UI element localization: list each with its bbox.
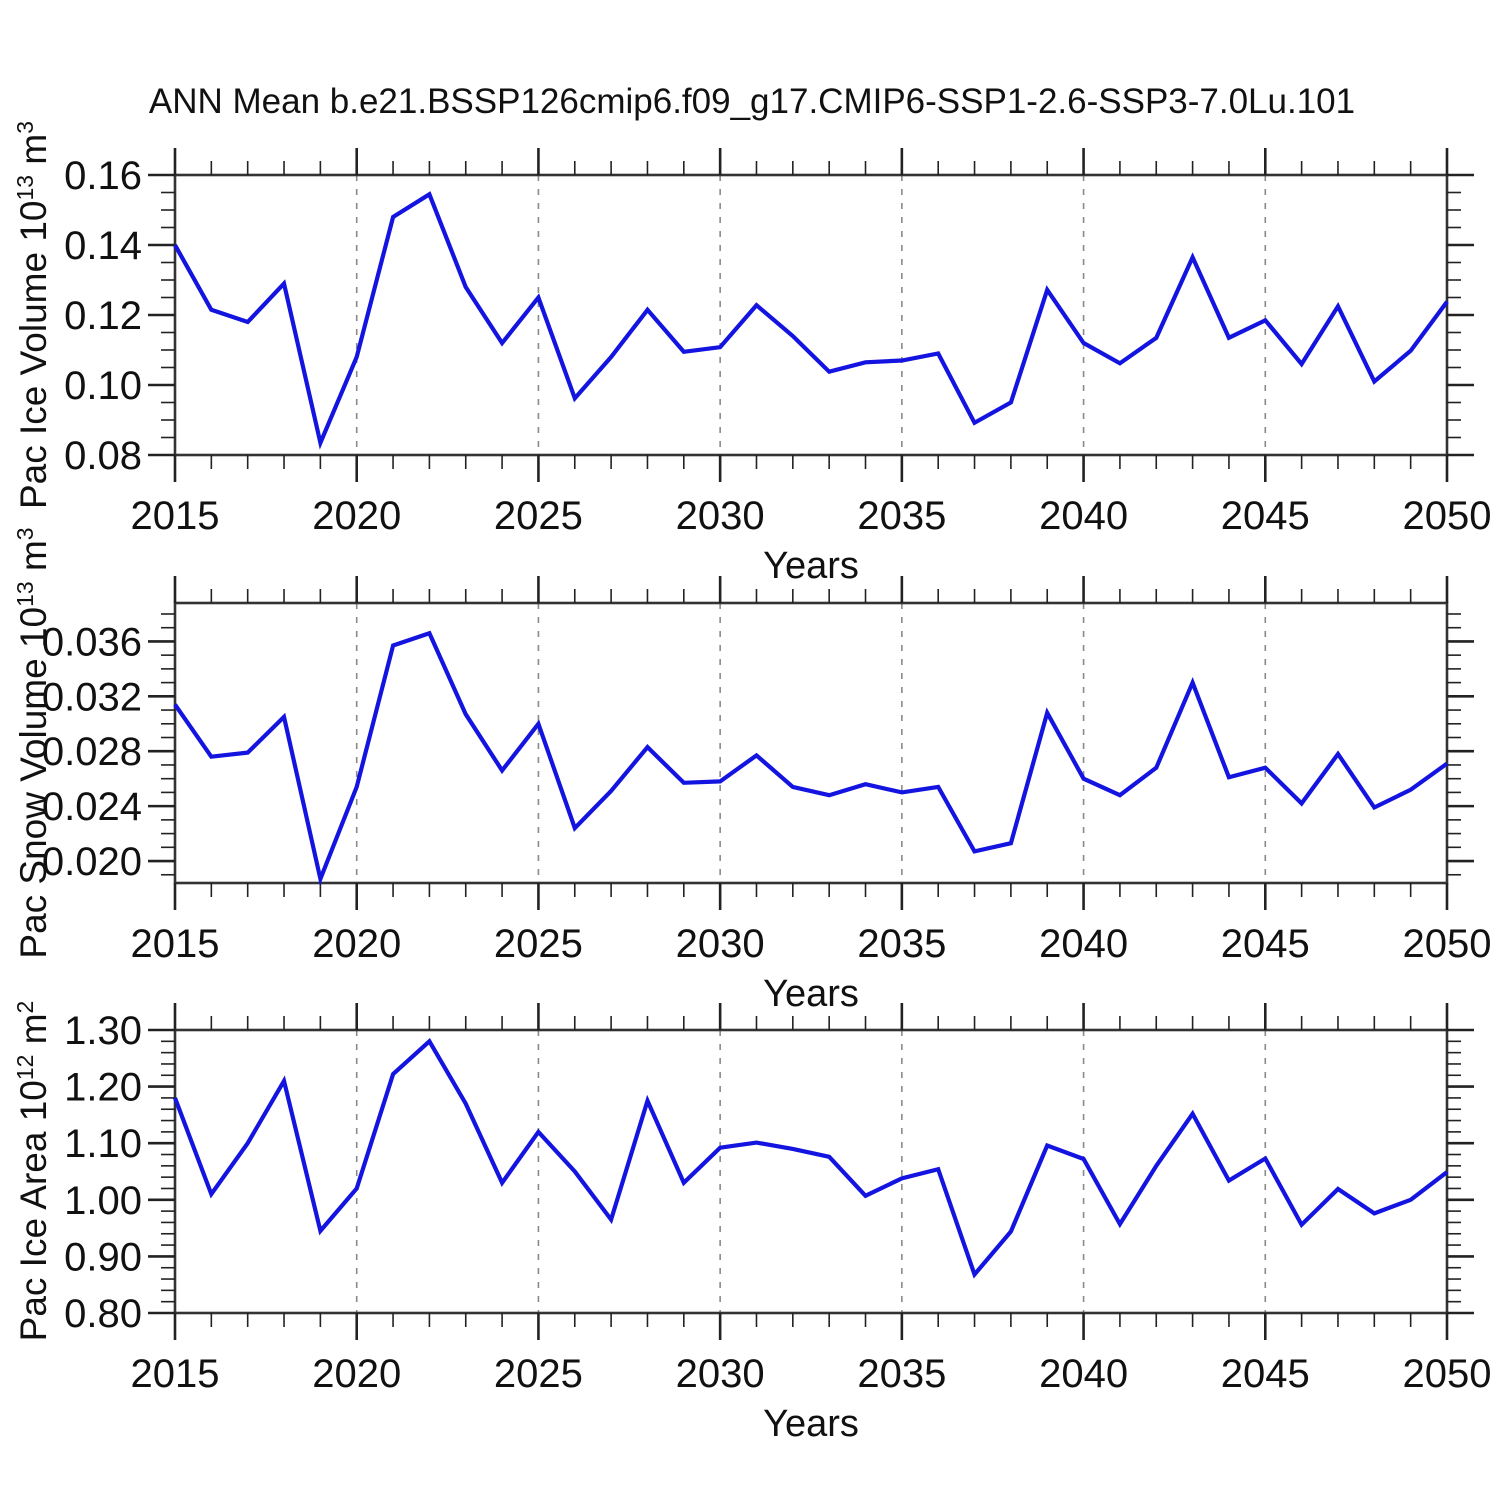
x-tick-label: 2020 [312,1352,401,1396]
x-tick-label: 2045 [1221,922,1310,966]
y-tick-label: 0.10 [64,364,142,408]
series-line-pac-snow-volume [173,630,1449,887]
y-tick-label: 0.16 [64,154,142,198]
panel-pac-ice-area: 2015 2020 2025 2030 2035 2040 2045 2050 1.30 1.20… [12,1001,1491,1445]
series-line-pac-ice-volume [173,191,1449,450]
y-axis-title-exponent: 13 [12,581,38,607]
y-axis-title: Pac Ice Volume 1013 m3 [12,121,54,509]
panel-frame [173,601,1449,885]
x-tick-label: 2045 [1221,494,1310,538]
y-axis-title-text: Pac Snow Volume 10 [13,607,54,959]
x-tick-label: 2050 [1403,922,1492,966]
x-tick-label: 2040 [1039,922,1128,966]
y-axis-title-unit-exponent: 2 [12,1001,38,1014]
x-tick-label: 2035 [857,922,946,966]
y-axis-title-text: Pac Ice Area 10 [13,1080,54,1341]
x-axis-title: Years [763,973,859,1015]
y-tick-label: 1.10 [64,1122,142,1166]
y-tick-label: 0.14 [64,224,142,268]
panel-frame [173,1028,1449,1315]
x-tick-label: 2040 [1039,494,1128,538]
x-tick-label: 2045 [1221,1352,1310,1396]
y-tick-label: 0.08 [64,434,142,478]
y-axis-title-exponent: 12 [12,1055,38,1081]
x-tick-label: 2050 [1403,494,1492,538]
x-tick-label: 2040 [1039,1352,1128,1396]
x-tick-label: 2025 [494,1352,583,1396]
y-tick-label: 0.90 [64,1235,142,1279]
x-tick-label: 2020 [312,494,401,538]
y-tick-label: 0.12 [64,294,142,338]
y-tick-label: 0.024 [42,785,142,829]
y-axis-title-exponent: 13 [12,175,38,201]
y-axis-title: Pac Ice Area 1012 m2 [12,1001,54,1342]
x-tick-label: 2030 [676,494,765,538]
x-tick-label: 2050 [1403,1352,1492,1396]
x-tick-label: 2015 [131,1352,220,1396]
y-axis-title-unit: m [13,540,54,581]
y-axis-title: Pac Snow Volume 1013 m3 [12,527,54,958]
y-tick-label: 1.20 [64,1066,142,1110]
x-tick-label: 2025 [494,922,583,966]
x-tick-label: 2025 [494,494,583,538]
x-tick-label: 2030 [676,922,765,966]
y-tick-label: 0.028 [42,730,142,774]
x-axis-title: Years [763,1403,859,1445]
panel-pac-ice-volume: 2015 2020 2025 2030 2035 2040 2045 2050 0.16 0.14… [12,121,1491,587]
y-tick-label: 1.30 [64,1009,142,1053]
y-axis-title-unit: m [13,1013,54,1054]
y-axis-title-unit-exponent: 3 [12,527,38,540]
y-tick-label: 0.032 [42,675,142,719]
y-tick-label: 0.036 [42,620,142,664]
y-tick-label: 1.00 [64,1179,142,1223]
chart-title: ANN Mean b.e21.BSSP126cmip6.f09_g17.CMIP… [149,82,1355,121]
x-tick-label: 2035 [857,1352,946,1396]
x-tick-label: 2015 [131,494,220,538]
y-tick-label: 0.80 [64,1292,142,1336]
y-axis-title-text: Pac Ice Volume 10 [13,200,54,509]
panel-pac-snow-volume: 2015 2020 2025 2030 2035 2040 2045 2050 0.036 0.0… [12,527,1491,1015]
x-tick-label: 2015 [131,922,220,966]
x-tick-label: 2030 [676,1352,765,1396]
x-tick-label: 2020 [312,922,401,966]
y-axis-title-unit-exponent: 3 [12,121,38,134]
y-axis-title-unit: m [13,134,54,175]
x-axis-title: Years [763,545,859,587]
y-tick-label: 0.020 [42,840,142,884]
series-line-pac-ice-area [173,1038,1449,1279]
x-tick-label: 2035 [857,494,946,538]
